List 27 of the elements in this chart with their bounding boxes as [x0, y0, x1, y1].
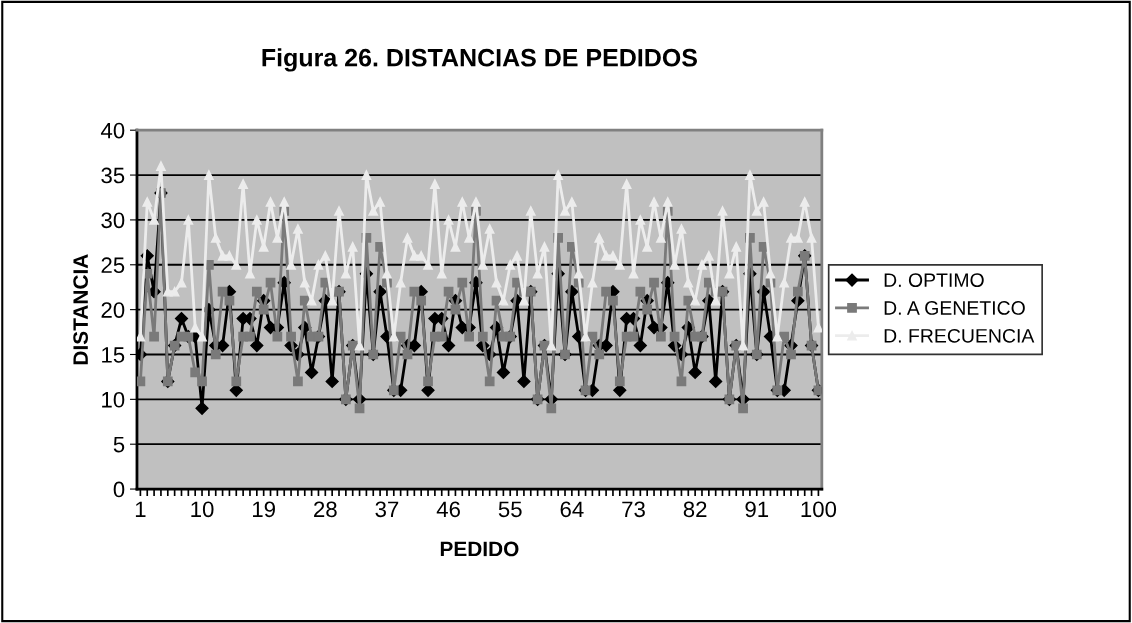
legend-label: D. FRECUENCIA [884, 328, 1035, 343]
x-tick-label: 10 [191, 501, 214, 518]
x-tick-label: 73 [622, 501, 645, 518]
y-tick-label: 5 [113, 436, 125, 453]
y-tick-label: 20 [101, 302, 125, 318]
x-tick-label: 64 [560, 501, 584, 518]
x-tick-label: 19 [253, 501, 275, 518]
y-tick-label: 40 [100, 122, 125, 139]
y-tick-label: 35 [101, 167, 125, 184]
x-tick-label: 91 [745, 501, 769, 518]
y-tick-label: 15 [102, 347, 125, 363]
x-tick-label: 37 [375, 501, 399, 518]
x-tick-label: 28 [314, 501, 337, 518]
y-tick-label: 10 [102, 391, 125, 408]
legend-label: D. OPTIMO [884, 273, 984, 287]
x-tick-label: 100 [801, 501, 837, 518]
x-tick-label: 46 [436, 501, 460, 518]
chart-title: Figura 26. DISTANCIAS DE PEDIDOS [262, 48, 697, 72]
x-tick-label: 1 [135, 501, 146, 517]
x-tick-label: 55 [498, 501, 522, 518]
y-tick-label: 0 [113, 481, 125, 498]
y-tick-label: 25 [101, 257, 125, 274]
y-axis-title: DISTANCIA [73, 254, 88, 365]
x-axis-title: PEDIDO [440, 541, 519, 557]
x-tick-label: 82 [683, 501, 707, 518]
y-tick-label: 30 [101, 212, 125, 229]
legend-label: D. A GENETICO [884, 301, 1025, 315]
